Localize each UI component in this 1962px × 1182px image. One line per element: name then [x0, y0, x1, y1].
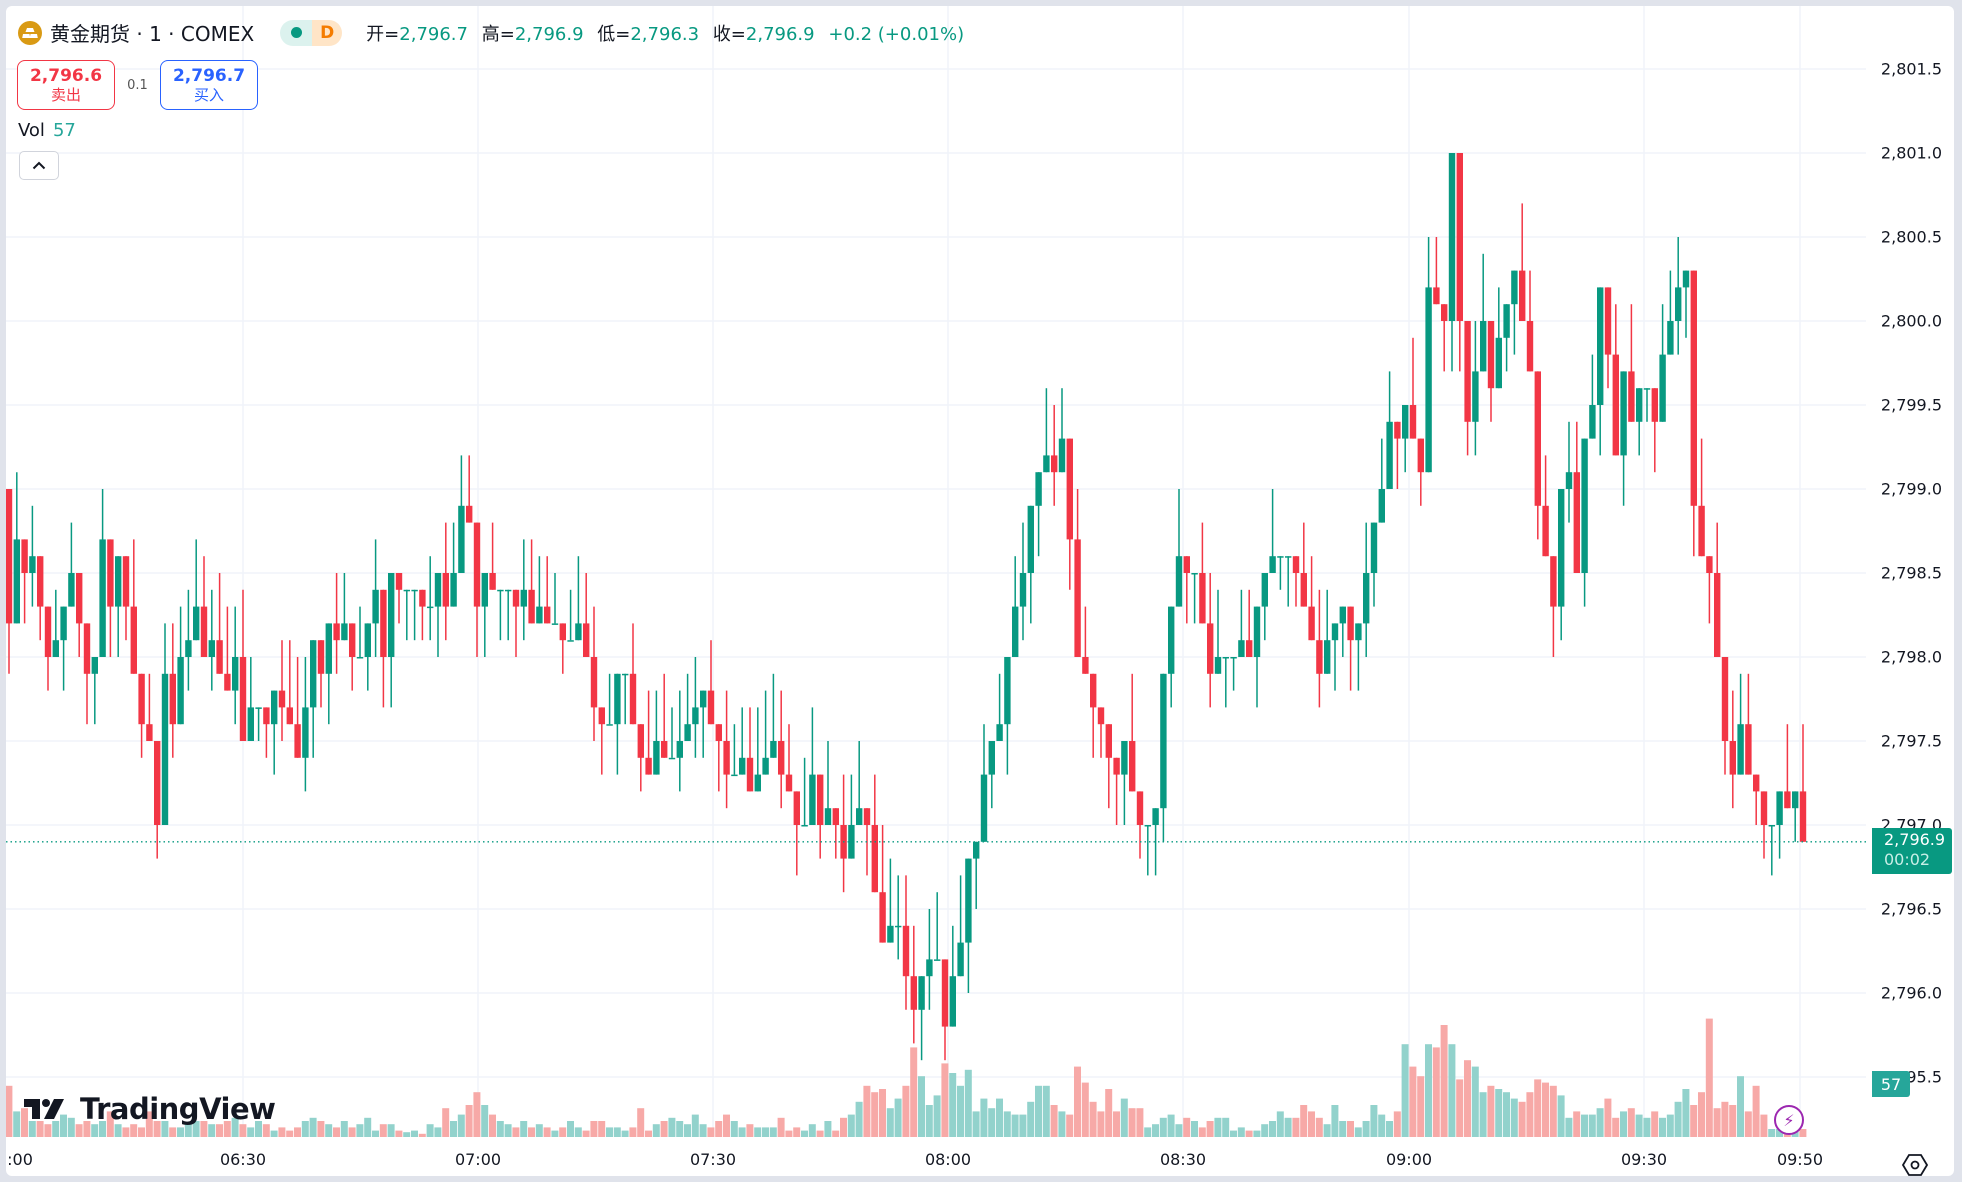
last-price-tag: 2,796.9 00:02 — [1872, 828, 1952, 874]
low-value: 2,796.3 — [630, 23, 700, 45]
price-tick-label: 2,800.5 — [1880, 227, 1942, 247]
volume-value-tag: 57 — [1872, 1071, 1910, 1097]
symbol-legend: 黄金期货 · 1 · COMEX D 开=2,796.7 高=2,796.9 低… — [18, 18, 964, 47]
ohlc-values: 开=2,796.7 高=2,796.9 低=2,796.3 收=2,796.9 … — [366, 23, 965, 45]
change-value: +0.2 (+0.01%) — [828, 23, 965, 45]
chart-frame: 黄金期货 · 1 · COMEX D 开=2,796.7 高=2,796.9 低… — [6, 6, 1954, 1176]
tradingview-logo-icon — [24, 1099, 64, 1119]
price-tick-label: 2,801.5 — [1880, 59, 1942, 79]
tradingview-watermark[interactable]: TradingView — [24, 1092, 276, 1126]
time-tick-label: 07:00 — [454, 1150, 502, 1169]
trade-buttons: 2,796.6 卖出 0.1 2,796.7 买入 — [17, 60, 258, 110]
time-tick-label: 06:30 — [219, 1150, 267, 1169]
buy-button[interactable]: 2,796.7 买入 — [160, 60, 258, 110]
market-open-dot-icon — [290, 27, 302, 38]
market-status-badge[interactable]: D — [280, 19, 343, 46]
high-value: 2,796.9 — [514, 23, 584, 45]
candlestick-chart[interactable] — [6, 6, 1954, 1176]
volume-legend: Vol 57 — [18, 120, 76, 141]
price-tick-label: 2,799.0 — [1880, 479, 1942, 499]
price-tick-label: 2,798.0 — [1880, 647, 1942, 667]
open-value: 2,796.7 — [399, 23, 468, 45]
gold-bar-icon — [18, 20, 42, 45]
price-tick-label: 2,800.0 — [1880, 311, 1942, 331]
lightning-icon: ⚡ — [1783, 1110, 1795, 1130]
lightning-button[interactable]: ⚡ — [1774, 1105, 1804, 1135]
time-tick-label: 08:00 — [924, 1150, 972, 1169]
time-tick-label: 09:00 — [1385, 1150, 1433, 1169]
chevron-up-icon — [32, 161, 46, 170]
time-tick-label: 09:30 — [1620, 1150, 1668, 1169]
price-tick-label: 2,796.0 — [1880, 983, 1942, 1003]
price-tick-label: 2,798.5 — [1880, 563, 1942, 583]
symbol-title[interactable]: 黄金期货 · 1 · COMEX — [50, 22, 255, 46]
sell-button[interactable]: 2,796.6 卖出 — [17, 60, 115, 110]
price-tick-label: 2,797.5 — [1880, 731, 1942, 751]
time-tick-label: 07:30 — [689, 1150, 737, 1169]
bar-countdown: 00:02 — [1884, 850, 1931, 869]
close-value: 2,796.9 — [745, 23, 815, 45]
delayed-data-badge: D — [312, 19, 343, 46]
spread-value: 0.1 — [127, 77, 148, 93]
time-tick-label: 08:30 — [1159, 1150, 1207, 1169]
price-tick-label: 2,799.5 — [1880, 395, 1942, 415]
collapse-legend-button[interactable] — [19, 151, 59, 180]
chart-settings-hexagon-icon[interactable] — [1902, 1153, 1928, 1176]
time-tick-label: :00 — [7, 1150, 33, 1169]
price-tick-label: 2,796.5 — [1880, 899, 1942, 919]
time-tick-label: 09:50 — [1776, 1150, 1824, 1169]
price-tick-label: 2,801.0 — [1880, 143, 1942, 163]
